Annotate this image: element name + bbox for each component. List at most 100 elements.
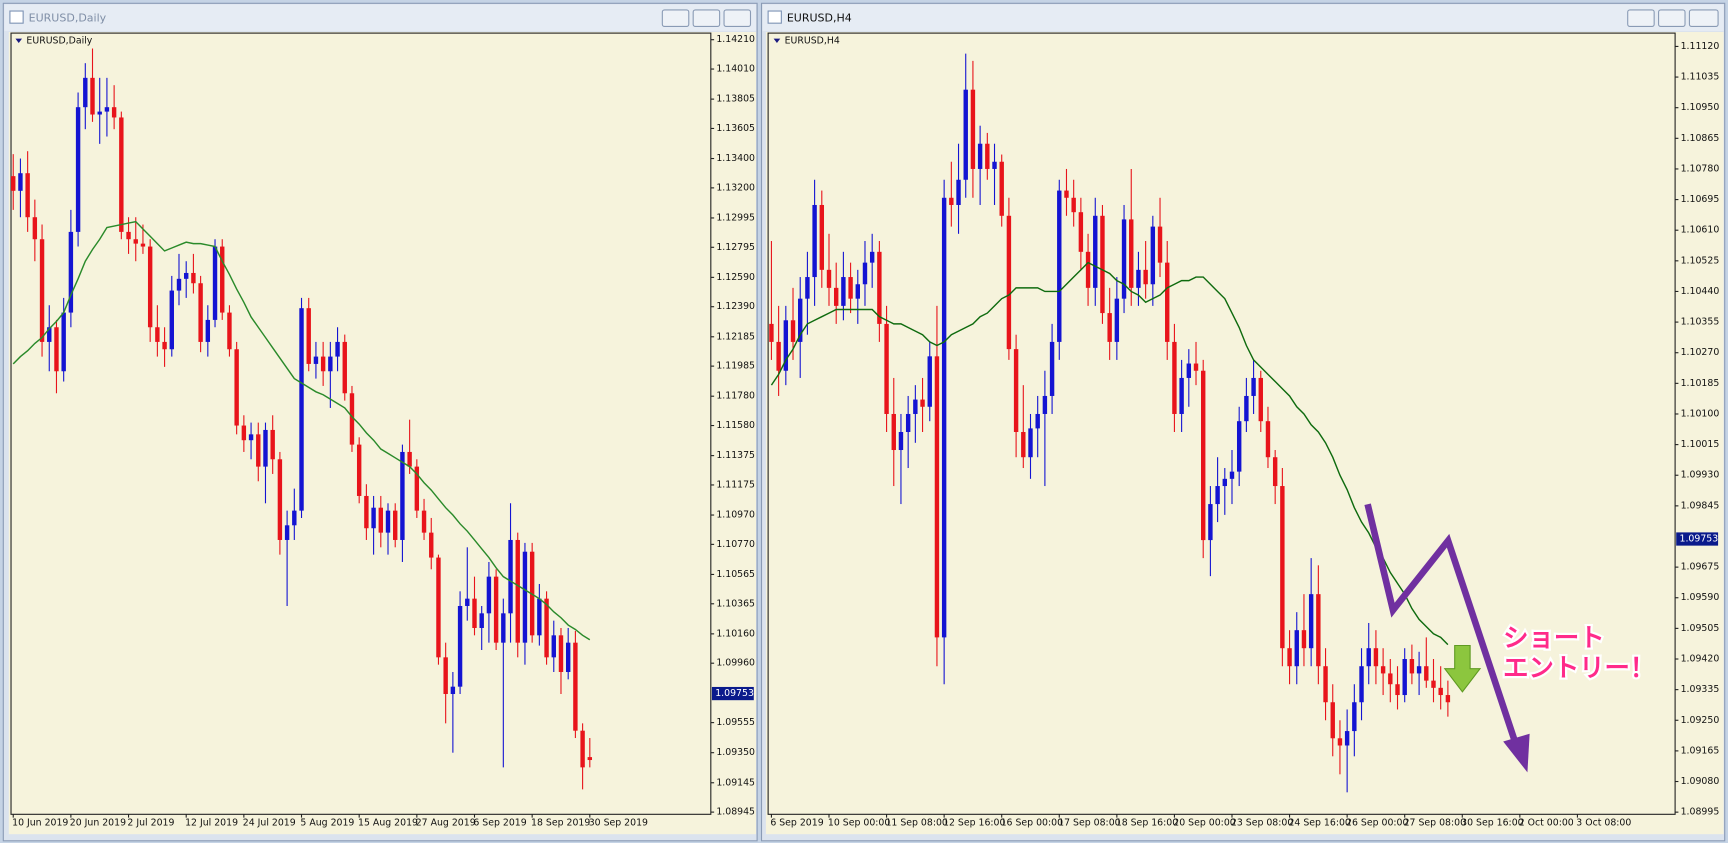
maximize-button[interactable]	[692, 9, 721, 28]
candle-body	[565, 642, 571, 673]
minimize-button[interactable]	[1627, 9, 1655, 28]
candle-body	[47, 327, 52, 342]
candle-body	[119, 117, 124, 232]
x-tick-label: 6 Sep 2019	[770, 818, 823, 829]
x-tick-label: 10 Sep 00:00	[828, 818, 890, 829]
window-icon	[9, 10, 24, 24]
menu-triangle[interactable]	[773, 38, 781, 44]
candle-body	[1201, 370, 1206, 541]
candle-body	[364, 495, 369, 529]
plot-border	[10, 32, 712, 815]
candle-body	[970, 89, 976, 169]
x-tick-label: 24 Jul 2019	[243, 818, 296, 829]
y-tick-label: 1.10950	[1681, 102, 1720, 113]
candle-body	[328, 356, 333, 372]
close-button[interactable]	[723, 9, 752, 28]
candle-body	[479, 613, 484, 628]
y-tick-label: 1.11985	[716, 361, 755, 372]
candle-body	[436, 557, 441, 658]
minimize-button[interactable]	[661, 9, 690, 28]
candle-body	[32, 217, 38, 240]
candle-body	[277, 459, 283, 540]
candle-body	[1136, 269, 1141, 288]
y-tick-label: 1.11120	[1681, 41, 1720, 52]
chart-label: EURUSD,H4	[785, 35, 840, 46]
close-button[interactable]	[1688, 9, 1719, 28]
y-tick-label: 1.11375	[716, 450, 755, 461]
candle-body	[963, 89, 968, 180]
candle-body	[97, 111, 102, 115]
candle-body	[1352, 702, 1357, 732]
annotation-text: ショート	[1503, 623, 1604, 653]
y-tick-label: 1.11780	[716, 391, 755, 402]
candle-body	[956, 179, 961, 205]
candle-body	[1308, 594, 1314, 649]
candle-body	[493, 576, 499, 643]
candle-body	[61, 312, 66, 372]
candle-body	[356, 444, 362, 496]
x-tick-label: 30 Sep 16:00	[1461, 818, 1523, 829]
y-tick-label: 1.10160	[716, 628, 755, 639]
candle-body	[313, 356, 319, 364]
candle-body	[869, 251, 875, 263]
candle-body	[11, 176, 16, 191]
y-tick-label: 1.13805	[716, 94, 755, 105]
candle-body	[54, 327, 59, 372]
candle-body	[1157, 226, 1163, 263]
candle-body	[501, 613, 506, 643]
candle-body	[1301, 630, 1307, 649]
candle-body	[349, 393, 355, 445]
candle-body	[1373, 648, 1379, 667]
maximize-button[interactable]	[1658, 9, 1686, 28]
candle-body	[999, 161, 1004, 216]
y-tick-label: 1.09080	[1681, 776, 1720, 787]
candle-body	[1208, 504, 1213, 541]
candle-body	[1193, 363, 1199, 371]
window-title: EURUSD,Daily	[29, 12, 107, 25]
y-tick-label: 1.12390	[716, 301, 755, 312]
candle-body	[1294, 630, 1299, 667]
y-tick-label: 1.10440	[1681, 286, 1720, 297]
candle-body	[1402, 659, 1407, 696]
candle-body	[111, 107, 117, 118]
x-tick-label: 12 Jul 2019	[185, 818, 238, 829]
candle-body	[1057, 190, 1062, 342]
candle-body	[1028, 428, 1033, 458]
candle-body	[913, 399, 918, 414]
candle-body	[1150, 226, 1156, 285]
candle-body	[212, 246, 218, 320]
x-tick-label: 26 Sep 00:00	[1346, 818, 1408, 829]
y-tick-label: 1.09250	[1681, 715, 1720, 726]
y-tick-label: 1.09505	[1681, 623, 1720, 634]
y-tick-label: 1.10015	[1681, 439, 1720, 450]
candle-body	[790, 320, 796, 342]
candle-body	[1143, 269, 1148, 285]
x-tick-label: 17 Sep 08:00	[1058, 818, 1120, 829]
y-tick-label: 1.10780	[1681, 163, 1720, 174]
candle-body	[1265, 421, 1271, 458]
y-tick-label: 1.10970	[716, 510, 755, 521]
candle-body	[819, 204, 825, 270]
candle-body	[941, 197, 947, 638]
y-tick-label: 1.10565	[716, 569, 755, 580]
candle-body	[39, 239, 45, 342]
candle-body	[241, 425, 247, 441]
candle-body	[812, 204, 817, 278]
candle-body	[862, 262, 868, 285]
plot-border	[767, 32, 1676, 815]
candle-body	[551, 635, 556, 658]
candle-body	[1078, 212, 1084, 252]
y-tick-label: 1.10270	[1681, 347, 1720, 358]
y-tick-label: 1.09590	[1681, 592, 1720, 603]
candle-body	[848, 277, 853, 299]
candle-body	[421, 510, 427, 533]
menu-triangle[interactable]	[15, 38, 23, 44]
candle-body	[371, 507, 376, 529]
y-tick-label: 1.10525	[1681, 255, 1720, 266]
y-tick-label: 1.13605	[716, 123, 755, 134]
candle-body	[1272, 457, 1278, 487]
candle-body	[877, 251, 882, 324]
candle-body	[227, 312, 232, 350]
trade-path-arrow	[1364, 503, 1520, 747]
candle-body	[443, 657, 448, 695]
